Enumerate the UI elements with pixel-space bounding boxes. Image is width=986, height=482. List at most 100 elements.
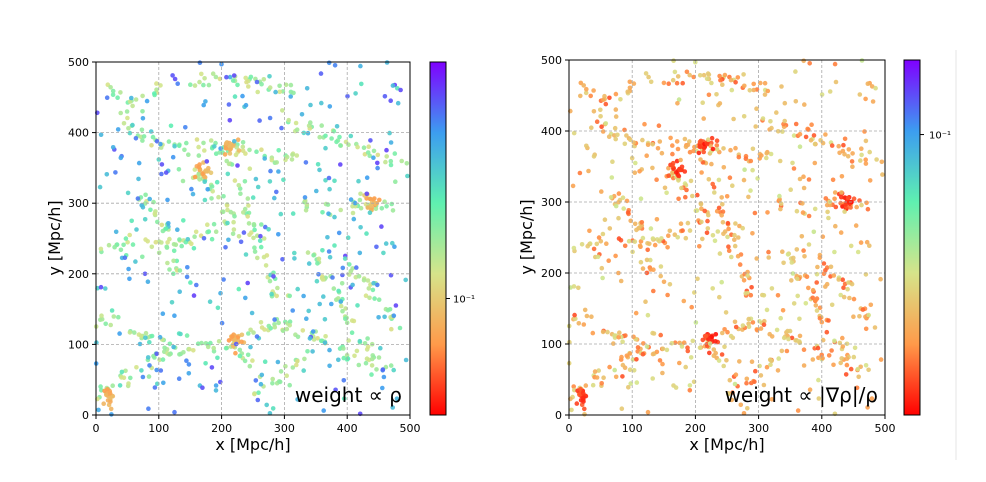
scatter-point bbox=[573, 316, 578, 322]
scatter-point bbox=[280, 257, 285, 262]
x-tick-label: 0 bbox=[93, 422, 100, 435]
scatter-point bbox=[389, 326, 394, 332]
scatter-point bbox=[858, 158, 863, 163]
scatter-point bbox=[236, 286, 242, 292]
scatter-point bbox=[726, 391, 731, 397]
scatter-point bbox=[761, 382, 767, 388]
scatter-point bbox=[844, 362, 850, 368]
scatter-point bbox=[650, 142, 655, 147]
scatter-point bbox=[733, 324, 739, 330]
scatter-point bbox=[634, 357, 639, 362]
scatter-point bbox=[571, 130, 577, 136]
scatter-point bbox=[371, 155, 376, 160]
scatter-point bbox=[863, 157, 868, 162]
scatter-point bbox=[218, 146, 223, 151]
scatter-point bbox=[598, 239, 604, 244]
scatter-point bbox=[136, 176, 141, 182]
y-tick-label: 500 bbox=[68, 56, 89, 69]
scatter-point bbox=[139, 368, 144, 373]
scatter-point bbox=[154, 87, 159, 92]
scatter-point bbox=[247, 166, 253, 171]
scatter-point bbox=[687, 72, 692, 78]
scatter-point bbox=[602, 217, 608, 222]
scatter-point bbox=[582, 307, 588, 313]
scatter-point bbox=[134, 227, 139, 232]
scatter-point bbox=[382, 314, 387, 320]
scatter-point bbox=[184, 140, 189, 146]
colorbar-tick-label-left: 10⁻¹ bbox=[453, 295, 475, 306]
scatter-point bbox=[392, 151, 398, 156]
scatter-point bbox=[708, 143, 713, 149]
scatter-point bbox=[170, 154, 176, 160]
scatter-point bbox=[790, 160, 795, 166]
scatter-point bbox=[327, 186, 332, 192]
scatter-point bbox=[711, 353, 717, 359]
scatter-point bbox=[357, 197, 363, 203]
scatter-point bbox=[715, 229, 721, 234]
scatter-point bbox=[103, 321, 108, 327]
scatter-point bbox=[207, 299, 213, 305]
scatter-point bbox=[226, 237, 231, 243]
scatter-point bbox=[355, 303, 360, 308]
scatter-point bbox=[697, 139, 703, 145]
scatter-point bbox=[600, 275, 605, 281]
scatter-point bbox=[594, 241, 600, 247]
scatter-point bbox=[338, 143, 343, 148]
scatter-point bbox=[233, 350, 238, 356]
scatter-point bbox=[177, 289, 182, 295]
scatter-point bbox=[197, 60, 203, 65]
scatter-point bbox=[823, 196, 829, 201]
scatter-point bbox=[848, 366, 854, 372]
scatter-point bbox=[302, 356, 307, 362]
scatter-point bbox=[144, 98, 150, 104]
scatter-point bbox=[171, 258, 176, 264]
scatter-point bbox=[873, 85, 878, 91]
scatter-point bbox=[839, 190, 844, 195]
scatter-point bbox=[812, 141, 818, 147]
scatter-point bbox=[310, 349, 315, 354]
scatter-point bbox=[231, 143, 236, 148]
scatter-point bbox=[369, 363, 375, 368]
scatter-point bbox=[192, 83, 198, 88]
scatter-point bbox=[176, 143, 182, 149]
scatter-point bbox=[126, 381, 131, 386]
scatter-point bbox=[797, 340, 802, 345]
scatter-point bbox=[757, 363, 762, 369]
plot-frame-left bbox=[95, 61, 411, 416]
scatter-point bbox=[208, 170, 214, 176]
scatter-point bbox=[275, 359, 281, 365]
scatter-point bbox=[225, 171, 231, 177]
scatter-point bbox=[707, 350, 712, 356]
scatter-point bbox=[366, 286, 372, 291]
scatter-point bbox=[591, 154, 597, 159]
scatter-point bbox=[802, 102, 807, 107]
scatter-point bbox=[363, 360, 369, 366]
scatter-point bbox=[201, 236, 207, 241]
scatter-point bbox=[667, 282, 673, 287]
plot-points-right bbox=[566, 58, 885, 417]
scatter-point bbox=[332, 243, 337, 248]
scatter-point bbox=[729, 87, 735, 93]
scatter-point bbox=[130, 103, 135, 109]
scatter-point bbox=[343, 316, 348, 322]
scatter-point bbox=[370, 287, 376, 293]
scatter-point bbox=[801, 347, 807, 353]
scatter-point bbox=[113, 229, 119, 235]
scatter-point bbox=[202, 148, 207, 153]
scatter-point bbox=[191, 348, 196, 353]
scatter-point bbox=[366, 144, 372, 149]
scatter-point bbox=[175, 81, 180, 86]
scatter-point bbox=[348, 133, 354, 139]
scatter-point bbox=[327, 347, 332, 353]
scatter-point bbox=[227, 118, 233, 123]
scatter-point bbox=[632, 170, 638, 175]
scatter-point bbox=[673, 385, 679, 390]
scatter-point bbox=[797, 144, 803, 149]
scatter-point bbox=[250, 358, 255, 363]
scatter-point bbox=[214, 179, 220, 185]
scatter-point bbox=[599, 381, 604, 386]
scatter-point bbox=[731, 116, 736, 122]
scatter-point bbox=[181, 218, 186, 223]
scatter-point bbox=[716, 205, 722, 211]
scatter-point bbox=[380, 385, 385, 391]
